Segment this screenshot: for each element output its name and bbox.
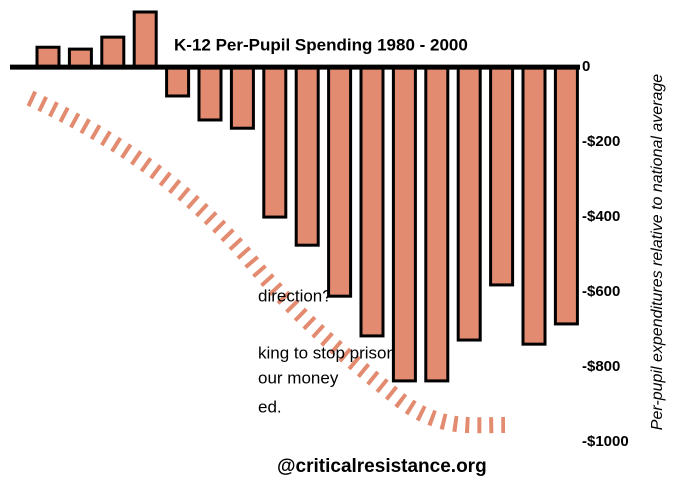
bar (296, 67, 318, 245)
y-tick-label: -$400 (582, 208, 620, 225)
bars (10, 12, 580, 381)
bar (199, 67, 221, 120)
annotation: ed. (258, 397, 282, 416)
bar (329, 67, 351, 296)
bar (134, 12, 156, 67)
bar (264, 67, 286, 217)
y-tick-label: 0 (582, 58, 590, 75)
bar (523, 67, 545, 344)
bar (102, 37, 124, 67)
bar (491, 67, 513, 285)
y-tick-label: -$600 (582, 283, 620, 300)
bar (69, 49, 91, 67)
bar (37, 47, 59, 67)
bar (167, 67, 189, 96)
chart-title: K-12 Per-Pupil Spending 1980 - 2000 (174, 35, 468, 54)
annotation: king to stop prison (258, 343, 396, 362)
bar (361, 67, 383, 336)
annotation: @criticalresistance.org (277, 456, 487, 477)
y-tick-label: -$200 (582, 133, 620, 150)
bar (458, 67, 480, 340)
y-tick-label: -$800 (582, 358, 620, 375)
bar (426, 67, 448, 381)
chart: direction? king to stop prison our money… (0, 0, 676, 487)
bar (555, 67, 577, 324)
y-tick-label: -$1000 (582, 433, 629, 450)
bar (231, 67, 253, 128)
y-axis-label: Per-pupil expenditures relative to natio… (649, 74, 666, 430)
annotation: our money (258, 368, 339, 387)
annotation: direction? (258, 286, 332, 305)
bar (393, 67, 415, 381)
